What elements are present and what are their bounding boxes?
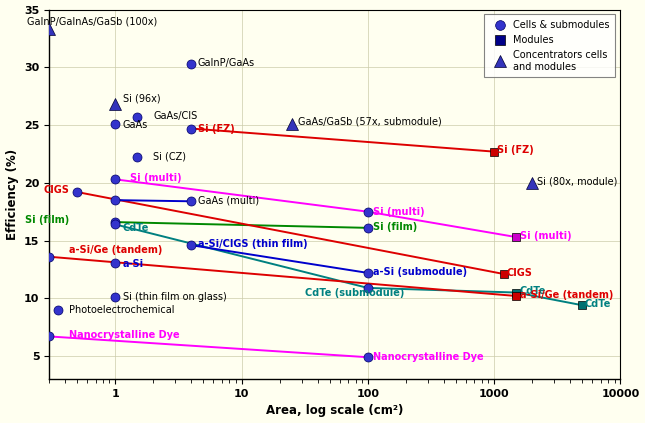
Text: GaAs/GaSb (57x, submodule): GaAs/GaSb (57x, submodule) — [298, 117, 442, 126]
Text: Si (multi): Si (multi) — [130, 173, 181, 183]
Text: CIGS: CIGS — [43, 185, 69, 195]
Text: a-Si/Ge (tandem): a-Si/Ge (tandem) — [520, 290, 613, 300]
Text: Si (FZ): Si (FZ) — [497, 146, 533, 156]
Text: Si (CZ): Si (CZ) — [154, 151, 186, 161]
Y-axis label: Efficiency (%): Efficiency (%) — [6, 149, 19, 240]
Text: Si (film): Si (film) — [373, 222, 417, 232]
Text: Si (multi): Si (multi) — [373, 207, 424, 217]
Text: Nanocrystalline Dye: Nanocrystalline Dye — [373, 352, 484, 362]
Text: a-Si (submodule): a-Si (submodule) — [373, 267, 467, 277]
Text: a-Si/CIGS (thin film): a-Si/CIGS (thin film) — [198, 239, 307, 249]
Text: CdTe: CdTe — [123, 223, 149, 233]
Text: Si (film): Si (film) — [25, 215, 69, 225]
Text: Si (80x, module): Si (80x, module) — [537, 177, 618, 187]
Text: CIGS: CIGS — [506, 268, 532, 278]
Text: Si (96x): Si (96x) — [123, 93, 161, 103]
Text: GaAs: GaAs — [123, 120, 148, 130]
Text: a-Si/Ge (tandem): a-Si/Ge (tandem) — [69, 245, 163, 255]
Text: Photoelectrochemical: Photoelectrochemical — [69, 305, 174, 315]
Text: GaInP/GaAs: GaInP/GaAs — [198, 58, 255, 68]
Text: Nanocrystalline Dye: Nanocrystalline Dye — [69, 330, 179, 340]
Text: GaAs/CIS: GaAs/CIS — [154, 111, 197, 121]
Text: GaInP/GaInAs/GaSb (100x): GaInP/GaInAs/GaSb (100x) — [27, 17, 157, 27]
Text: Si (FZ): Si (FZ) — [198, 124, 235, 134]
Text: a-Si: a-Si — [123, 258, 144, 269]
X-axis label: Area, log scale (cm²): Area, log scale (cm²) — [266, 404, 404, 418]
Text: CdTe (submodule): CdTe (submodule) — [305, 288, 404, 297]
Text: Si (thin film on glass): Si (thin film on glass) — [123, 292, 226, 302]
Text: CdTe: CdTe — [584, 299, 611, 309]
Text: Si (multi): Si (multi) — [520, 231, 571, 241]
Legend: Cells & submodules, Modules, Concentrators cells
and modules: Cells & submodules, Modules, Concentrato… — [484, 14, 615, 77]
Text: CdTe: CdTe — [520, 286, 546, 297]
Text: GaAs (multi): GaAs (multi) — [198, 195, 259, 205]
